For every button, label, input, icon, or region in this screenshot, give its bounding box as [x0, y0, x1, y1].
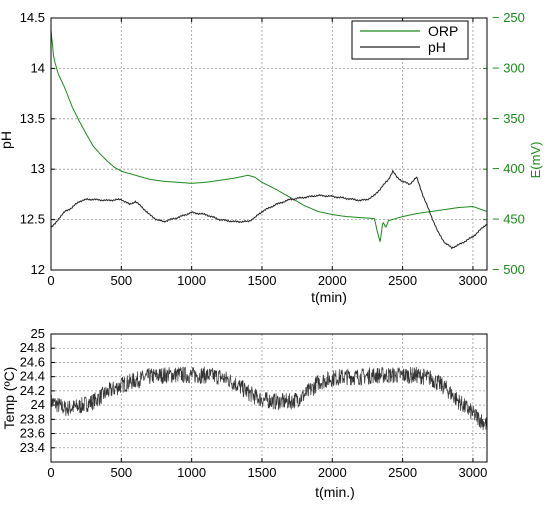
legend-label: ORP: [428, 23, 458, 39]
ph-orp-chart: 0 500 1000 1500 2000 2500 3000 12 12.5 13 13.5 14 14…: [0, 10, 543, 305]
temperature-chart: 0 500 1000 1500 2000 2500 300023.423.623.82424…: [1, 326, 488, 500]
x-tick-label: 3000: [458, 273, 487, 288]
x-tick-label: 2500: [388, 273, 417, 288]
y-tick-label: 12.5: [20, 212, 45, 227]
y2-axis-label: E(mV): [528, 142, 543, 179]
x-tick-label: 0: [47, 273, 54, 288]
y2-tick-label: − 300: [492, 60, 525, 75]
y2-tick-label: − 250: [492, 10, 525, 25]
series-line-orp: [50, 30, 487, 242]
x-tick-label: 0: [47, 465, 54, 480]
y-tick-label: 13.5: [20, 111, 45, 126]
y2-tick-label: − 400: [492, 161, 525, 176]
x-axis-label: t(min.): [315, 484, 355, 500]
y2-tick-label: − 500: [492, 262, 525, 277]
y-tick-label: 12: [31, 262, 45, 277]
x-tick-label: 500: [110, 465, 132, 480]
x-tick-label: 2000: [318, 465, 347, 480]
y-axis-label: Temp (ºC): [1, 367, 17, 430]
x-tick-label: 2000: [318, 273, 347, 288]
x-tick-label: 2500: [388, 465, 417, 480]
plot-frame: [50, 333, 488, 463]
legend-box: [351, 20, 469, 60]
plot-frame: [50, 17, 488, 271]
y-tick-label: 14.5: [20, 10, 45, 25]
plot-background: [51, 18, 487, 270]
x-tick-label: 1000: [177, 273, 206, 288]
x-axis-label: t(min): [311, 289, 347, 305]
y-tick-label: 24: [31, 397, 45, 412]
y-tick-label: 13: [31, 161, 45, 176]
legend-label: pH: [428, 39, 446, 55]
y-tick-label: 25: [31, 326, 45, 341]
y-axis-label: pH: [0, 131, 14, 149]
y2-tick-label: − 350: [492, 111, 525, 126]
x-tick-label: 1000: [177, 465, 206, 480]
series-line-temperature: [50, 366, 488, 431]
y-tick-label: 24.6: [20, 354, 45, 369]
y-tick-label: 23.4: [20, 440, 45, 455]
y-tick-label: 23.6: [20, 426, 45, 441]
x-tick-label: 1500: [248, 273, 277, 288]
y-tick-label: 24.2: [20, 383, 45, 398]
x-tick-label: 1500: [248, 465, 277, 480]
y-tick-label: 14: [31, 60, 45, 75]
x-tick-label: 500: [110, 273, 132, 288]
x-tick-label: 3000: [458, 465, 487, 480]
series-line-ph: [50, 169, 487, 250]
y2-tick-label: − 450: [492, 212, 525, 227]
y-tick-label: 24.4: [20, 369, 45, 384]
y-tick-label: 24.8: [20, 340, 45, 355]
y-tick-label: 23.8: [20, 411, 45, 426]
